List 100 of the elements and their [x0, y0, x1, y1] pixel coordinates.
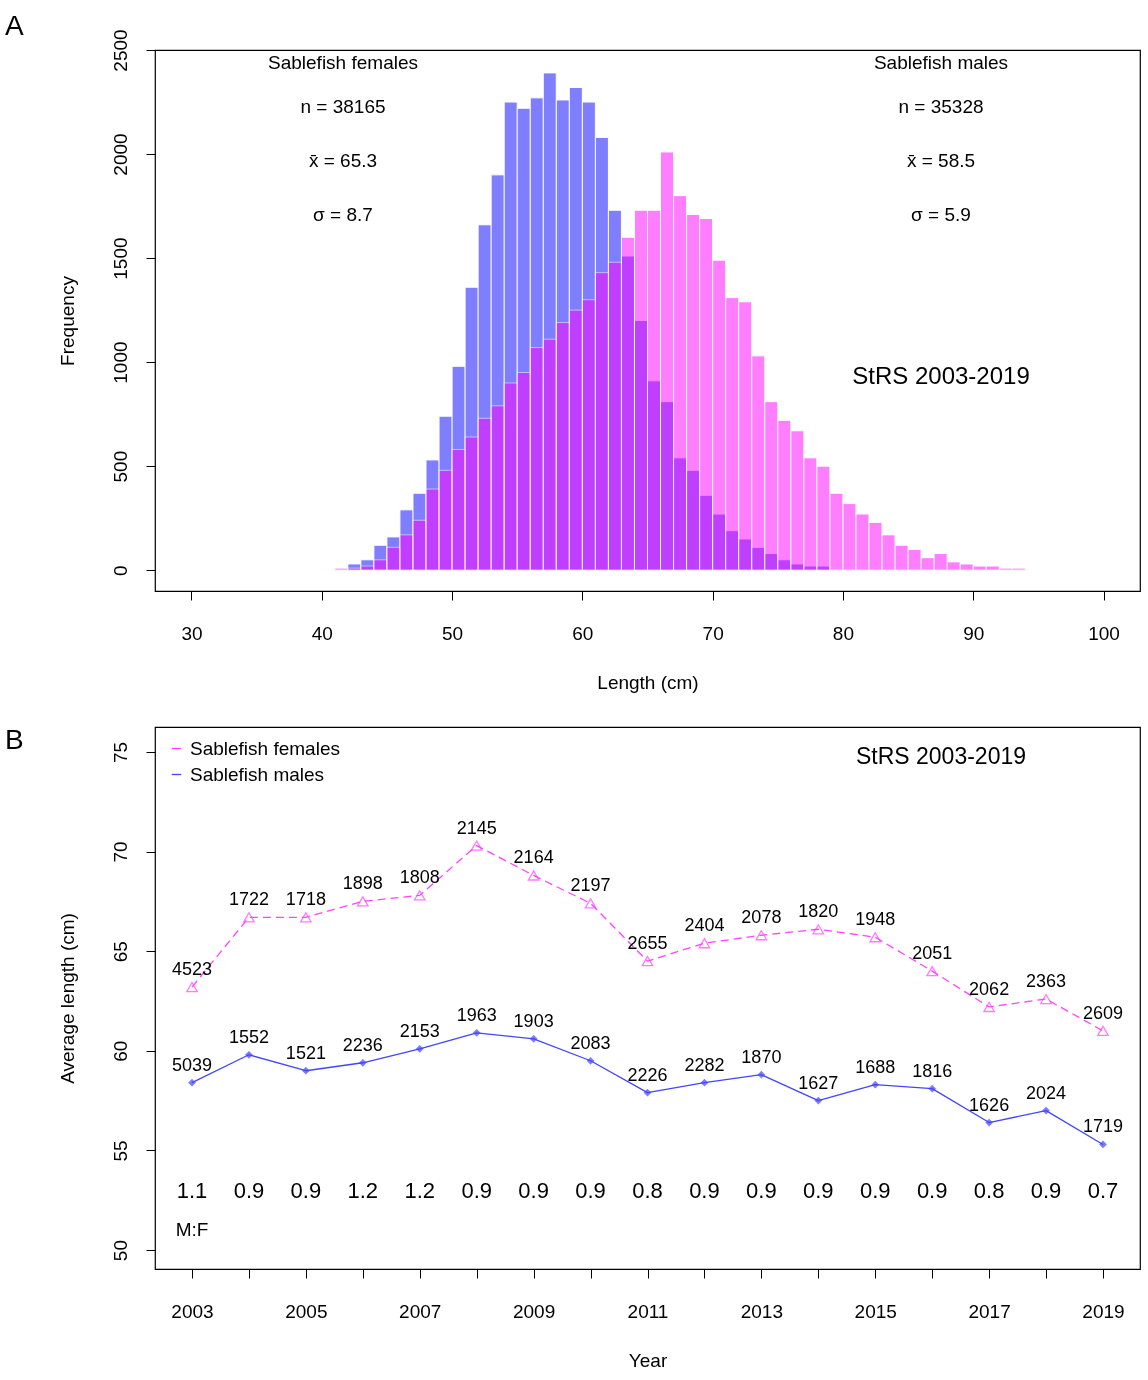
y-tick-label: 70 — [109, 841, 131, 863]
annotation: 0.9 — [859, 1178, 891, 1203]
annotation: σ = 5.9 — [911, 204, 971, 225]
point — [415, 1044, 424, 1053]
point — [641, 955, 654, 967]
annotation: 1.2 — [347, 1178, 379, 1203]
annotation: 1626 — [969, 1094, 1010, 1115]
annotation: 2062 — [969, 978, 1010, 999]
point — [356, 896, 369, 907]
annotation: 0.8 — [632, 1178, 663, 1203]
annotation: 2404 — [684, 915, 725, 936]
annotation: 0.9 — [461, 1178, 492, 1203]
x-tick-label: 2007 — [399, 1300, 442, 1322]
legend-label: Sablefish males — [190, 763, 325, 785]
y-tick-label: 2000 — [109, 133, 131, 176]
annotation: 1718 — [285, 889, 326, 910]
x-tick-label: 70 — [702, 622, 724, 644]
annotation: 2226 — [627, 1064, 668, 1085]
point — [470, 840, 483, 851]
x-tick-label: 2003 — [171, 1300, 214, 1322]
point — [413, 890, 426, 901]
annotation: 0.7 — [1087, 1178, 1119, 1203]
annotation: 2236 — [342, 1034, 383, 1055]
point — [299, 912, 312, 923]
y-tick-label: 0 — [109, 565, 131, 576]
point — [928, 1084, 937, 1093]
point — [529, 1034, 538, 1043]
point — [245, 1050, 253, 1059]
annotation: n = 35328 — [898, 96, 984, 117]
legend-label: Sablefish females — [190, 737, 340, 759]
annotation: 0.9 — [1030, 1178, 1062, 1203]
y-tick-label: 1000 — [109, 341, 131, 384]
annotation: 1898 — [342, 873, 383, 894]
x-tick-label: 30 — [181, 622, 203, 644]
point — [472, 1029, 481, 1037]
annotation: 5039 — [171, 1054, 213, 1075]
y-tick-label: 65 — [109, 941, 131, 963]
annotation: 0.8 — [973, 1178, 1005, 1203]
annotation: 1948 — [855, 909, 896, 930]
point — [527, 870, 540, 881]
point — [584, 898, 597, 909]
x-tick-label: 2009 — [512, 1300, 556, 1322]
annotation: M:F — [175, 1219, 209, 1240]
annotation: 2078 — [741, 907, 782, 928]
x-axis-title: Length (cm) — [597, 671, 699, 693]
point — [643, 1088, 652, 1097]
y-tick-label: 50 — [109, 1240, 131, 1262]
x-tick-label: 2019 — [1082, 1300, 1125, 1322]
x-tick-label: 2011 — [627, 1300, 669, 1322]
annotation: 1627 — [798, 1072, 839, 1093]
annotation: 1903 — [513, 1010, 554, 1031]
annotation: 2164 — [513, 847, 554, 868]
y-tick-label: 55 — [109, 1140, 131, 1162]
point — [1097, 1025, 1109, 1037]
annotation: StRS 2003-2019 — [852, 362, 1030, 389]
annotation: 1722 — [228, 889, 269, 910]
point — [188, 1078, 196, 1087]
x-axis-title: Year — [628, 1349, 668, 1371]
y-axis-title: Frequency — [56, 275, 78, 366]
x-tick-label: 2005 — [285, 1300, 328, 1322]
annotation: 1963 — [456, 1004, 497, 1025]
annotation: 1816 — [912, 1060, 953, 1081]
y-tick-label: 500 — [109, 450, 131, 483]
annotation: σ = 8.7 — [313, 204, 373, 225]
annotation: 2655 — [627, 933, 668, 954]
annotation: 1870 — [741, 1046, 782, 1067]
annotation: x̄ = 58.5 — [906, 150, 976, 171]
annotation: 0.9 — [916, 1178, 948, 1203]
chart-title: B — [5, 724, 24, 755]
point — [983, 1001, 996, 1013]
y-tick-label: 75 — [109, 741, 131, 763]
y-tick-label: 60 — [109, 1040, 131, 1062]
annotation: 1521 — [285, 1042, 326, 1063]
point — [812, 924, 825, 935]
x-tick-label: 50 — [441, 622, 464, 644]
annotation: 0.9 — [233, 1178, 265, 1203]
annotation: 1719 — [1082, 1116, 1124, 1137]
point — [814, 1096, 823, 1105]
annotation: 1552 — [228, 1026, 269, 1047]
x-tick-label: 2015 — [854, 1300, 897, 1322]
x-tick-label: 90 — [963, 622, 985, 644]
annotation: Sablefish males — [873, 52, 1009, 73]
x-tick-label: 2013 — [740, 1300, 784, 1322]
annotation: Sablefish females — [268, 52, 418, 73]
annotation: 0.9 — [575, 1178, 606, 1203]
y-tick-label: 1500 — [109, 237, 131, 280]
point — [869, 932, 882, 943]
annotation: 1.1 — [176, 1178, 208, 1203]
point — [698, 938, 711, 949]
point — [358, 1058, 367, 1067]
annotation: 1808 — [399, 867, 440, 888]
annotation: StRS 2003-2019 — [855, 743, 1027, 769]
point — [1099, 1140, 1107, 1149]
x-tick-label: 60 — [572, 622, 594, 644]
annotation: x̄ = 65.3 — [308, 150, 378, 171]
annotation: 2282 — [684, 1054, 725, 1075]
annotation: 2153 — [399, 1020, 440, 1041]
annotation: 1.2 — [404, 1178, 436, 1203]
annotation: 2051 — [912, 943, 953, 964]
annotation: 0.9 — [290, 1178, 322, 1203]
